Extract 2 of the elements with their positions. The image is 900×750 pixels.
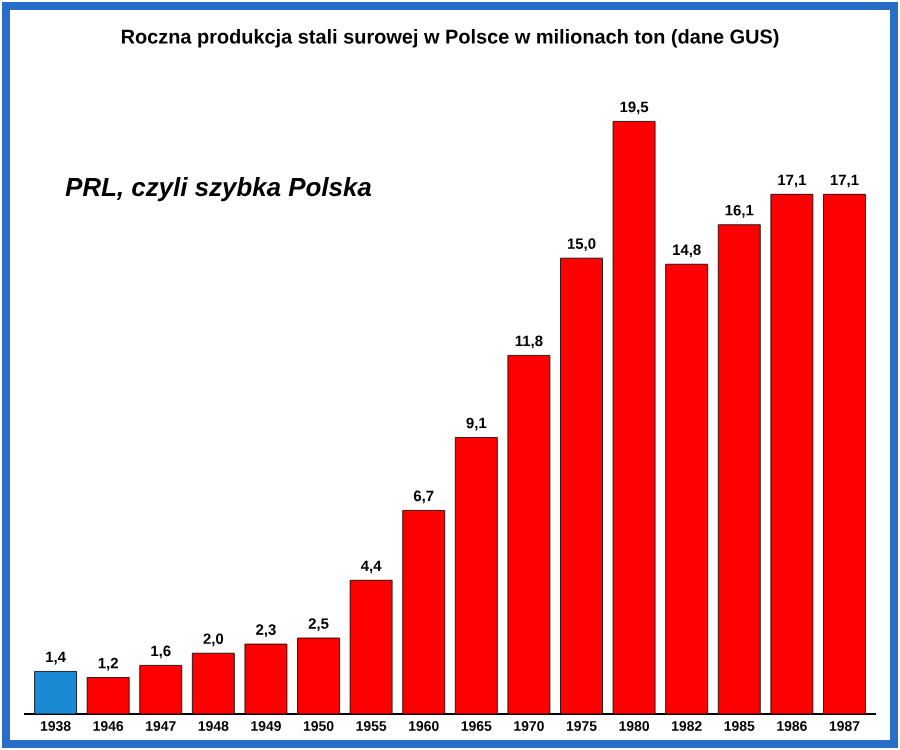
annotation: PRL, czyli szybka Polska	[65, 177, 372, 202]
chart-title: Roczna produkcja stali surowej w Polsce w milionach ton (dane GUS)	[121, 29, 779, 48]
